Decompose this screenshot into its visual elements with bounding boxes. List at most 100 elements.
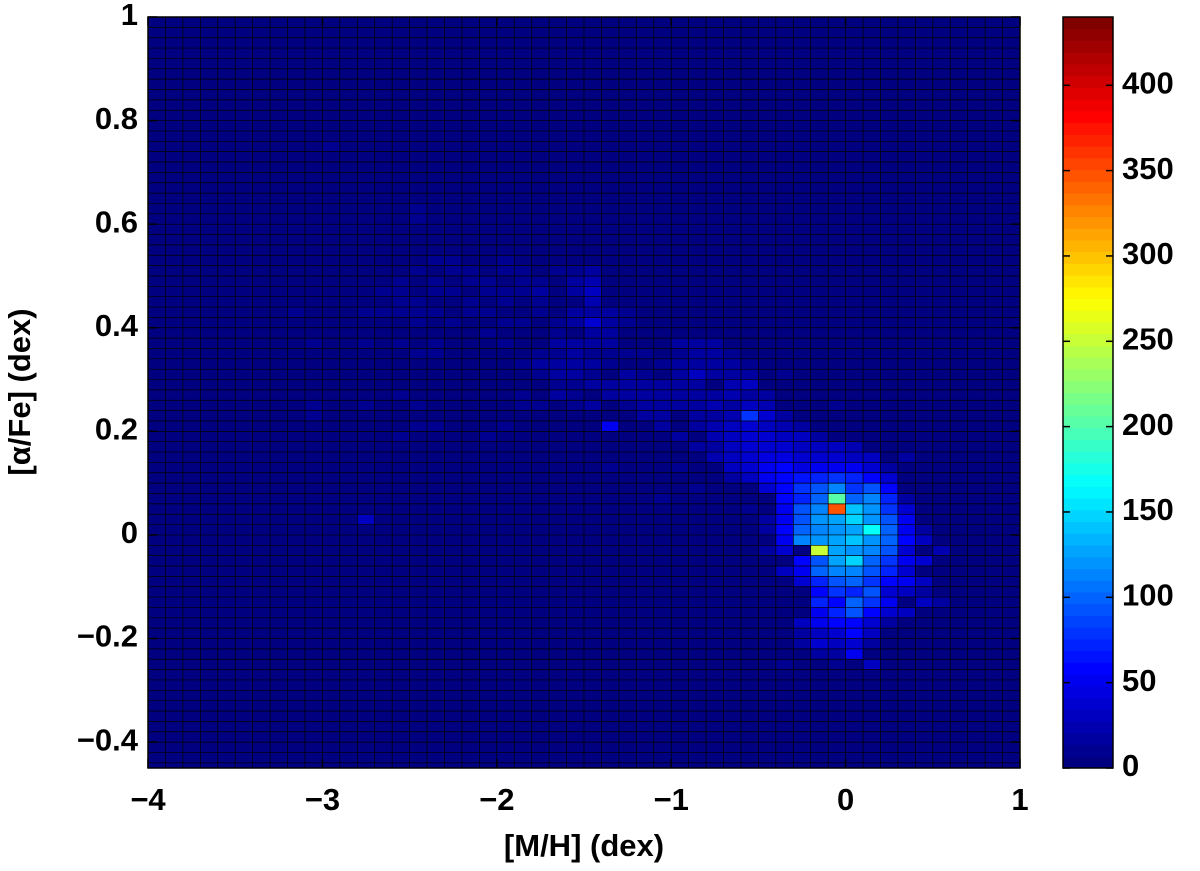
heatmap-cell [671,462,689,473]
heatmap-cell [775,441,794,453]
heatmap-cell [880,576,898,587]
heatmap-cell [828,534,846,546]
heatmap-cell [810,493,829,504]
heatmap-cell [636,400,654,411]
heatmap-cell [863,659,881,670]
heatmap-cell [531,307,550,318]
heatmap-cell [740,452,759,463]
heatmap-cell [688,338,707,349]
heatmap-cell [636,410,654,421]
heatmap-cell [427,420,445,432]
heatmap-cell [810,617,829,629]
heatmap-cell [793,462,811,473]
heatmap-cell [828,648,846,660]
heatmap-cell [653,358,672,370]
heatmap-cell [706,410,724,421]
x-tick-label: −2 [479,782,514,817]
heatmap-cell [740,400,759,411]
heatmap-cell [461,296,480,308]
heatmap-cell [671,379,689,390]
heatmap-cell [758,514,776,525]
heatmap-cell [810,607,829,618]
heatmap-cell [740,389,759,401]
heatmap-cell [566,286,584,297]
colorbar-tick-label: 150 [1122,492,1174,527]
heatmap-cell [810,566,829,577]
heatmap-cell [531,348,550,359]
colorbar-segment [1063,87,1113,100]
heatmap-cell [374,307,393,318]
heatmap-cell [409,213,428,225]
heatmap-cell [479,307,497,318]
heatmap-cell [793,576,811,587]
colorbar-tick-label: 200 [1122,407,1174,442]
heatmap-cell [723,452,741,463]
heatmap-cell [427,255,445,266]
heatmap-cell [863,534,881,546]
heatmap-cell [566,379,584,390]
heatmap-cell [601,317,619,328]
heatmap-cell [758,462,776,473]
heatmap-cell [915,576,933,587]
heatmap-cell [793,493,811,504]
colorbar-tick-label: 50 [1122,663,1156,698]
heatmap-cell [618,389,637,401]
y-tick-label: −0.4 [77,722,139,757]
heatmap-cell [409,203,428,214]
heatmap-cell [601,307,619,318]
colorbar-segment [1063,580,1113,593]
heatmap-cell [444,265,462,276]
heatmap-cell [549,389,567,401]
heatmap-cell [863,514,881,525]
heatmap-cell [723,379,741,390]
heatmap-cell [880,493,898,504]
heatmap-cell [688,348,707,359]
heatmap-cell [915,555,933,567]
heatmap-cell [897,555,916,567]
colorbar-tick-label: 250 [1122,321,1174,356]
y-tick-label: 0 [121,515,138,550]
heatmap-cell [863,452,881,463]
heatmap-cell [671,358,689,370]
heatmap-cell [653,493,672,504]
heatmap-cell [897,586,916,598]
heatmap-cell [514,400,532,411]
heatmap-cell [584,348,602,359]
heatmap-cell [566,317,584,328]
heatmap-cell [740,441,759,453]
colorbar-segment [1063,638,1113,652]
heatmap-cell [775,472,794,484]
heatmap-cell [793,555,811,567]
heatmap-cell [653,420,672,432]
heatmap-cell [688,410,707,421]
heatmap-cell [461,275,480,287]
heatmap-cell [845,576,864,587]
colorbar-segment [1063,216,1113,229]
colorbar-segment [1063,568,1113,581]
y-tick-label: 0.8 [95,101,138,136]
heatmap-cell [549,358,567,370]
heatmap-cell [828,400,846,411]
heatmap-cell [845,638,864,649]
heatmap-cell [653,389,672,401]
heatmap-cell [897,607,916,618]
heatmap-cell [863,483,881,494]
heatmap-cell [828,514,846,525]
heatmap-cell [618,369,637,380]
colorbar-segment [1063,322,1113,335]
heatmap-cell [723,472,741,484]
y-tick-label: 0.6 [95,204,138,239]
heatmap-cell [496,420,515,432]
heatmap-cell [810,555,829,567]
heatmap-cell [392,296,410,308]
colorbar-segment [1063,439,1113,452]
colorbar-segment [1063,451,1113,464]
heatmap-cell [775,545,794,556]
heatmap-cell [706,420,724,432]
heatmap-cell [357,307,375,318]
y-tick-label: −0.2 [77,619,138,654]
colorbar-segment [1063,263,1113,276]
colorbar-segment [1063,169,1113,182]
colorbar-segment [1063,251,1113,264]
heatmap-cell [880,534,898,546]
